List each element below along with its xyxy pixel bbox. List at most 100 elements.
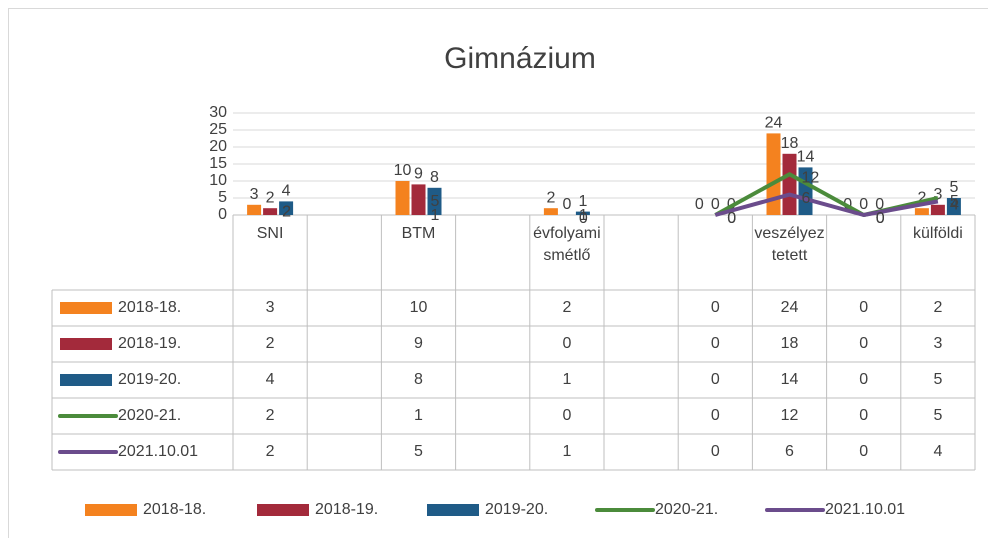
data-label: 2 bbox=[282, 203, 291, 220]
data-label: 4 bbox=[950, 197, 959, 214]
legend-label: 2018-18. bbox=[143, 501, 206, 518]
y-tick-label: 30 bbox=[209, 104, 227, 121]
x-tick-label: SNI bbox=[256, 225, 284, 242]
data-label: 6 bbox=[802, 190, 811, 207]
table-cell: 2 bbox=[266, 407, 275, 424]
table-cell: 0 bbox=[711, 443, 720, 460]
data-label: 2 bbox=[917, 189, 926, 206]
data-label: 3 bbox=[933, 186, 942, 203]
table-cell: 5 bbox=[933, 371, 942, 388]
bar bbox=[946, 198, 961, 215]
table-cell: 4 bbox=[266, 371, 275, 388]
data-label: 0 bbox=[727, 210, 736, 227]
data-label: 18 bbox=[781, 135, 799, 152]
table-cell: 9 bbox=[414, 335, 423, 352]
table-cell: 6 bbox=[785, 443, 794, 460]
table-cell: 1 bbox=[562, 371, 571, 388]
table-cell: 2 bbox=[562, 299, 571, 316]
legend-key bbox=[257, 504, 309, 516]
line bbox=[714, 192, 939, 217]
data-label: 2 bbox=[282, 203, 291, 220]
table-series-name: 2020-21. bbox=[118, 407, 181, 424]
table-cell: 0 bbox=[859, 371, 868, 388]
bar bbox=[247, 204, 262, 215]
table-cell: 18 bbox=[781, 335, 799, 352]
y-tick-label: 5 bbox=[218, 189, 227, 206]
data-label: 10 bbox=[394, 162, 412, 179]
bar bbox=[279, 201, 294, 215]
x-tick-label: külföldi bbox=[912, 225, 963, 242]
chart-frame bbox=[8, 8, 988, 538]
legend-key bbox=[60, 338, 112, 350]
data-label: 0 bbox=[562, 196, 571, 213]
legend-label: 2019-20. bbox=[485, 501, 548, 518]
table-series-name: 2018-19. bbox=[118, 335, 181, 352]
legend-key bbox=[85, 504, 137, 516]
table-cell: 0 bbox=[859, 443, 868, 460]
data-label: 5 bbox=[431, 193, 440, 210]
table-cell: 2 bbox=[266, 443, 275, 460]
y-tick-label: 0 bbox=[218, 206, 227, 223]
y-tick-label: 20 bbox=[209, 138, 227, 155]
data-label: 1 bbox=[431, 207, 440, 224]
data-label: 8 bbox=[430, 169, 439, 186]
data-label: 24 bbox=[765, 115, 783, 132]
x-tick-label: BTM bbox=[401, 225, 436, 242]
data-label: 0 bbox=[875, 196, 884, 213]
table-cell: 8 bbox=[414, 371, 423, 388]
table-cell: 0 bbox=[859, 407, 868, 424]
table-series-name: 2018-18. bbox=[118, 299, 181, 316]
table-cell: 5 bbox=[933, 407, 942, 424]
bar bbox=[543, 208, 558, 215]
bar bbox=[263, 208, 278, 215]
table-cell: 0 bbox=[562, 407, 571, 424]
y-tick-label: 25 bbox=[209, 121, 227, 138]
bar bbox=[930, 204, 945, 215]
table-cell: 12 bbox=[781, 407, 799, 424]
data-label: 1 bbox=[578, 193, 587, 210]
data-label: 0 bbox=[876, 210, 885, 227]
table-cell: 4 bbox=[933, 443, 942, 460]
table-series-name: 2019-20. bbox=[118, 371, 181, 388]
table-cell: 3 bbox=[266, 299, 275, 316]
bar bbox=[411, 184, 426, 215]
y-tick-label: 15 bbox=[209, 155, 227, 172]
data-label: 0 bbox=[876, 210, 885, 227]
data-label: 3 bbox=[250, 186, 259, 203]
bar bbox=[782, 153, 797, 215]
bar bbox=[914, 208, 929, 215]
table-cell: 24 bbox=[781, 299, 799, 316]
legend-label: 2020-21. bbox=[655, 501, 718, 518]
data-label: 4 bbox=[282, 183, 291, 200]
table-cell: 3 bbox=[933, 335, 942, 352]
table-cell: 0 bbox=[859, 335, 868, 352]
bar bbox=[427, 187, 442, 215]
data-label: 0 bbox=[727, 210, 736, 227]
legend-key bbox=[427, 504, 479, 516]
data-label: 0 bbox=[695, 196, 704, 213]
table-cell: 0 bbox=[711, 335, 720, 352]
data-label: 0 bbox=[579, 210, 588, 227]
data-label: 1 bbox=[579, 207, 588, 224]
data-label: 5 bbox=[949, 179, 958, 196]
bar bbox=[395, 181, 410, 215]
table-cell: 0 bbox=[859, 299, 868, 316]
legend-label: 2018-19. bbox=[315, 501, 378, 518]
data-label: 2 bbox=[546, 189, 555, 206]
table-cell: 0 bbox=[711, 371, 720, 388]
data-label: 0 bbox=[711, 196, 720, 213]
bar bbox=[766, 133, 781, 215]
table-cell: 1 bbox=[562, 443, 571, 460]
table-cell: 0 bbox=[711, 299, 720, 316]
x-tick-label: évfolyami smétlő bbox=[533, 225, 601, 264]
table-cell: 2 bbox=[266, 335, 275, 352]
y-tick-label: 10 bbox=[209, 172, 227, 189]
data-label: 12 bbox=[802, 169, 820, 186]
table-cell: 0 bbox=[711, 407, 720, 424]
table-cell: 0 bbox=[562, 335, 571, 352]
chart-title: Gimnázium bbox=[444, 42, 596, 75]
legend-key bbox=[60, 374, 112, 386]
data-label: 0 bbox=[859, 196, 868, 213]
